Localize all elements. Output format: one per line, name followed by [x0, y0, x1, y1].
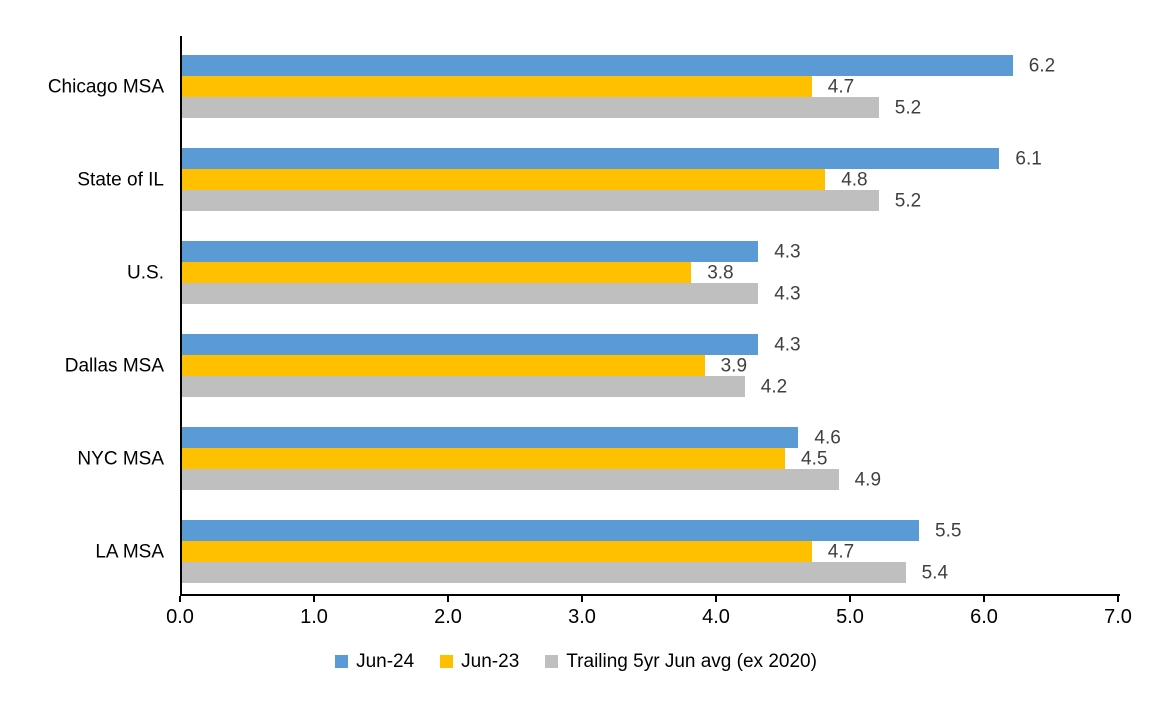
value-label-jun-24-la-msa: 5.5	[935, 520, 962, 541]
value-label-jun-24-u-s: 4.3	[774, 241, 801, 262]
value-label-trailing-5yr-jun-avg-ex-2020-state-of-il: 5.2	[894, 190, 922, 211]
value-label-jun-23-state-of-il: 4.8	[841, 169, 868, 190]
value-label-jun-24-chicago-msa: 6.2	[1028, 55, 1056, 76]
value-label-trailing-5yr-jun-avg-ex-2020-chicago-msa: 5.2	[894, 97, 922, 118]
category-axis: Chicago MSA State of IL U.S. Dallas MSA NYC …	[0, 36, 164, 594]
bar-jun-24-dallas-msa	[182, 334, 759, 355]
x-axis-tick-6-0	[983, 596, 985, 602]
bar-jun-24-u-s	[182, 241, 759, 262]
value-label-jun-23-nyc-msa: 4.5	[801, 448, 828, 469]
category-label-dallas-msa: Dallas MSA	[64, 355, 164, 376]
value-label-trailing-5yr-jun-avg-ex-2020-u-s: 4.3	[774, 283, 801, 304]
x-axis-tick-label-4-0: 4.0	[702, 606, 730, 628]
value-label-jun-23-la-msa: 4.7	[827, 541, 855, 562]
plot-area: 6.2 4.7 5.2 6.1 4.8 5.2 4.3 3.8 4.3 4.3 3.9 4.2 4.6 4…	[180, 36, 1120, 596]
value-label-jun-23-chicago-msa: 4.7	[827, 76, 855, 97]
legend-label-jun-23: Jun-23	[461, 651, 520, 672]
legend-swatch-icon-trailing-5yr-jun-avg-ex-2020	[545, 655, 559, 668]
x-axis-tick-label-6-0: 6.0	[970, 606, 998, 628]
bar-trailing-5yr-jun-avg-ex-2020-chicago-msa	[182, 97, 879, 118]
x-axis-tick-7-0	[1117, 596, 1119, 602]
bar-jun-24-la-msa	[182, 520, 919, 541]
category-label-nyc-msa: NYC MSA	[77, 448, 164, 469]
value-label-jun-23-dallas-msa: 3.9	[720, 355, 748, 376]
bar-jun-23-u-s	[182, 262, 692, 283]
bar-jun-24-chicago-msa	[182, 55, 1013, 76]
value-label-trailing-5yr-jun-avg-ex-2020-la-msa: 5.4	[921, 562, 949, 583]
value-label-jun-24-state-of-il: 6.1	[1015, 148, 1042, 169]
legend-swatch-icon-jun-24	[335, 655, 349, 668]
x-axis: 0.0 1.0 2.0 3.0 4.0 5.0 6.0 7.0	[166, 596, 1132, 636]
x-axis-tick-5-0	[849, 596, 851, 602]
bar-jun-23-chicago-msa	[182, 76, 812, 97]
bar-jun-24-nyc-msa	[182, 427, 799, 448]
bar-trailing-5yr-jun-avg-ex-2020-nyc-msa	[182, 469, 839, 490]
legend: Jun-24 Jun-23 Trailing 5yr Jun avg (ex 202…	[0, 652, 1152, 671]
category-label-chicago-msa: Chicago MSA	[47, 76, 164, 97]
bar-jun-24-state-of-il	[182, 148, 1000, 169]
legend-label-trailing-5yr-jun-avg-ex-2020: Trailing 5yr Jun avg (ex 2020)	[566, 651, 817, 672]
x-axis-tick-4-0	[715, 596, 717, 602]
bar-jun-23-nyc-msa	[182, 448, 785, 469]
x-axis-tick-label-7-0: 7.0	[1104, 606, 1132, 628]
x-axis-tick-label-5-0: 5.0	[836, 606, 864, 628]
bar-jun-23-la-msa	[182, 541, 812, 562]
legend-item-jun-23: Jun-23	[440, 652, 519, 671]
bar-trailing-5yr-jun-avg-ex-2020-la-msa	[182, 562, 906, 583]
legend-item-jun-24: Jun-24	[335, 652, 414, 671]
x-axis-tick-label-2-0: 2.0	[434, 606, 462, 628]
value-label-trailing-5yr-jun-avg-ex-2020-dallas-msa: 4.2	[760, 376, 788, 397]
legend-swatch-icon-jun-23	[440, 655, 454, 668]
legend-item-trailing-5yr-jun-avg-ex-2020: Trailing 5yr Jun avg (ex 2020)	[545, 652, 817, 671]
category-label-state-of-il: State of IL	[77, 169, 164, 190]
value-label-trailing-5yr-jun-avg-ex-2020-nyc-msa: 4.9	[854, 469, 882, 490]
x-axis-tick-0-0	[179, 596, 181, 602]
legend-label-jun-24: Jun-24	[356, 651, 415, 672]
bar-trailing-5yr-jun-avg-ex-2020-dallas-msa	[182, 376, 745, 397]
value-label-jun-23-u-s: 3.8	[707, 262, 734, 283]
value-label-jun-24-dallas-msa: 4.3	[774, 334, 801, 355]
x-axis-tick-label-1-0: 1.0	[300, 606, 328, 628]
category-label-u-s: U.S.	[127, 262, 164, 283]
value-label-jun-24-nyc-msa: 4.6	[814, 427, 841, 448]
bar-trailing-5yr-jun-avg-ex-2020-u-s	[182, 283, 759, 304]
x-axis-tick-1-0	[313, 596, 315, 602]
category-label-la-msa: LA MSA	[95, 541, 164, 562]
bar-jun-23-dallas-msa	[182, 355, 705, 376]
x-axis-tick-label-0-0: 0.0	[166, 606, 194, 628]
x-axis-tick-label-3-0: 3.0	[568, 606, 596, 628]
bar-trailing-5yr-jun-avg-ex-2020-state-of-il	[182, 190, 879, 211]
x-axis-tick-2-0	[447, 596, 449, 602]
x-axis-tick-3-0	[581, 596, 583, 602]
bar-jun-23-state-of-il	[182, 169, 826, 190]
